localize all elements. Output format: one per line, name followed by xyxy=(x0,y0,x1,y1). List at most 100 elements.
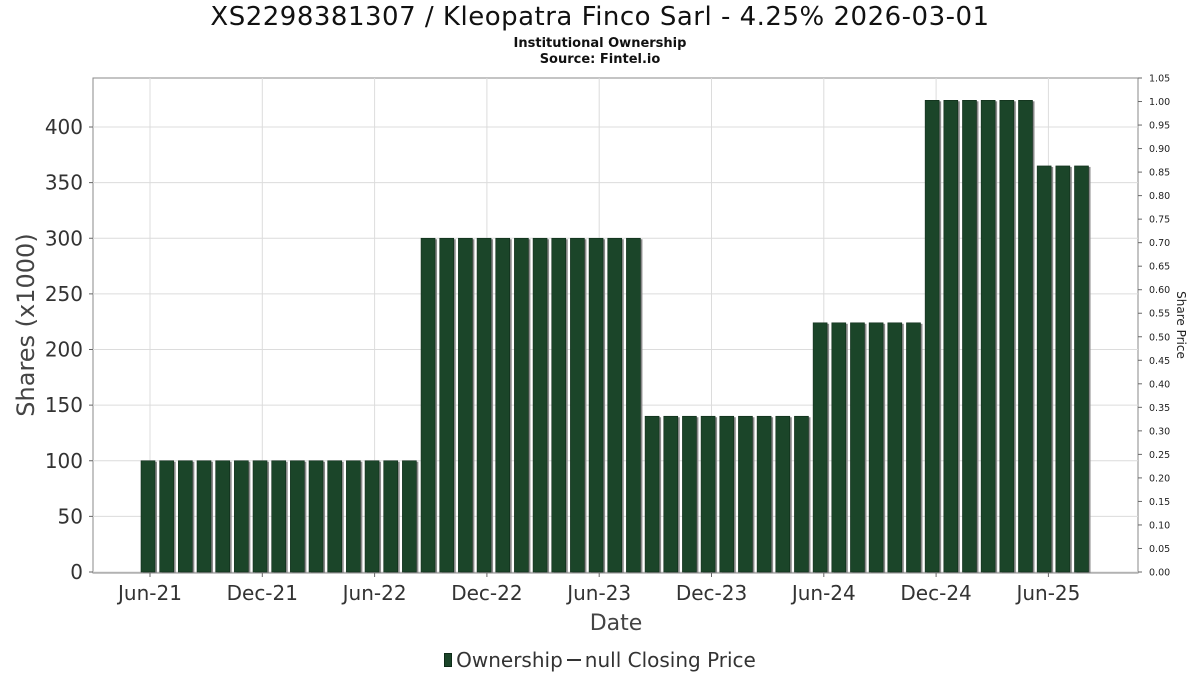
y-tick-label: 0 xyxy=(70,560,83,584)
bar-ownership xyxy=(458,237,473,573)
bar-ownership xyxy=(532,237,548,573)
chart-legend: Ownership null Closing Price xyxy=(0,648,1200,672)
y-tick-label: 250 xyxy=(45,282,83,306)
y2-tick-label: 0.95 xyxy=(1149,121,1170,132)
x-tick-label: Jun-22 xyxy=(341,581,407,605)
bar-ownership xyxy=(943,100,959,573)
bar-ownership xyxy=(196,460,212,573)
bar-ownership xyxy=(626,237,641,573)
y2-tick-label: 1.05 xyxy=(1149,74,1170,85)
bar-ownership xyxy=(924,100,940,573)
bar-ownership xyxy=(439,237,455,573)
chart-source: Source: Fintel.io xyxy=(539,52,661,67)
y2-tick-label: 1.00 xyxy=(1149,97,1170,108)
bar-ownership xyxy=(980,100,996,573)
bar-ownership xyxy=(383,460,399,573)
bar-ownership xyxy=(719,415,735,573)
y2-tick-label: 0.05 xyxy=(1149,544,1170,555)
bar-ownership xyxy=(1074,165,1089,573)
y2-tick-label: 0.30 xyxy=(1149,426,1170,437)
bar-ownership xyxy=(868,322,884,573)
ownership-chart: 0 50 100 150 200 250 300 350 400 0.00 0.05 0.10 0.1… xyxy=(12,74,1188,637)
y2-tick-label: 0.90 xyxy=(1149,144,1170,155)
bar-ownership xyxy=(271,460,286,573)
bar-ownership xyxy=(812,322,828,573)
legend-price-label: null Closing Price xyxy=(584,648,756,672)
bar-ownership xyxy=(159,460,174,573)
bar-ownership xyxy=(831,322,847,573)
bar-ownership xyxy=(178,460,193,573)
y2-tick-label: 0.25 xyxy=(1149,450,1170,461)
bar-ownership xyxy=(644,415,660,573)
bar-ownership xyxy=(346,460,361,573)
bar-ownership xyxy=(850,322,865,573)
y2-tick-label: 0.40 xyxy=(1149,379,1170,390)
x-tick-label: Jun-24 xyxy=(790,581,856,605)
y2-tick-label: 0.60 xyxy=(1149,285,1170,296)
y2-tick-label: 0.45 xyxy=(1149,356,1170,367)
x-tick-label: Jun-21 xyxy=(116,581,182,605)
y2-tick-label: 0.00 xyxy=(1149,568,1170,579)
x-tick-label: Dec-21 xyxy=(227,581,298,605)
bar-ownership xyxy=(887,322,903,573)
y2-tick-label: 0.65 xyxy=(1149,262,1170,273)
bar-ownership xyxy=(999,100,1015,573)
y-tick-label: 400 xyxy=(45,115,83,139)
y-axis-left: 0 50 100 150 200 250 300 350 400 xyxy=(45,115,93,584)
y2-tick-label: 0.75 xyxy=(1149,215,1170,226)
bar-ownership xyxy=(290,460,305,573)
y2-tick-label: 0.55 xyxy=(1149,309,1170,320)
bar-ownership xyxy=(420,237,436,573)
bar-ownership xyxy=(551,237,567,573)
bar-ownership xyxy=(738,415,753,573)
y-tick-label: 300 xyxy=(45,226,83,250)
legend-price-line-icon xyxy=(566,658,581,661)
bar-ownership xyxy=(402,460,417,573)
y-tick-label: 100 xyxy=(45,449,83,473)
bar-ownership xyxy=(794,415,809,573)
bar-ownership xyxy=(234,460,249,573)
y2-tick-label: 0.10 xyxy=(1149,520,1170,531)
bar-ownership xyxy=(364,460,380,573)
bar-ownership xyxy=(700,415,716,573)
bar-ownership xyxy=(1036,165,1052,573)
y-tick-label: 350 xyxy=(45,171,83,195)
y-axis-label: Shares (x1000) xyxy=(12,233,40,416)
chart-subtitle: Institutional Ownership xyxy=(513,36,687,51)
y2-tick-label: 0.80 xyxy=(1149,191,1170,202)
bar-ownership xyxy=(756,415,772,573)
x-tick-label: Jun-23 xyxy=(565,581,631,605)
bar-ownership xyxy=(215,460,230,573)
bar-ownership xyxy=(607,237,623,573)
y2-axis-label: Share Price xyxy=(1174,291,1188,359)
y-tick-label: 150 xyxy=(45,393,83,417)
bar-ownership xyxy=(327,460,343,573)
x-tick-label: Dec-22 xyxy=(451,581,522,605)
bar-ownership xyxy=(252,460,268,573)
y2-tick-label: 0.20 xyxy=(1149,473,1170,484)
bar-series-ownership xyxy=(140,100,1091,574)
bar-ownership xyxy=(308,460,324,573)
bar-ownership xyxy=(514,237,529,573)
bar-ownership xyxy=(1018,100,1033,573)
bar-ownership xyxy=(775,415,791,573)
legend-ownership-label: Ownership xyxy=(456,648,563,672)
bar-ownership xyxy=(663,415,679,573)
y2-tick-label: 0.35 xyxy=(1149,403,1170,414)
bar-ownership xyxy=(495,237,511,573)
x-tick-label: Dec-23 xyxy=(676,581,747,605)
x-axis: Jun-21 Dec-21 Jun-22 Dec-22 Jun-23 Dec-23 Jun-… xyxy=(116,573,1080,605)
legend-ownership-swatch xyxy=(444,652,453,667)
chart-title: XS2298381307 / Kleopatra Finco Sarl - 4.… xyxy=(210,2,990,32)
y2-tick-label: 0.85 xyxy=(1149,168,1170,179)
y-axis-right: 0.00 0.05 0.10 0.15 0.20 0.25 0.30 0.35 0.40 0.45… xyxy=(1138,74,1170,579)
x-tick-label: Dec-24 xyxy=(900,581,971,605)
y2-tick-label: 0.15 xyxy=(1149,497,1170,508)
x-axis-label: Date xyxy=(590,611,643,636)
bar-ownership xyxy=(140,460,156,573)
bar-ownership xyxy=(1055,165,1071,573)
bar-ownership xyxy=(588,237,604,573)
bar-ownership xyxy=(962,100,977,573)
bar-ownership xyxy=(570,237,585,573)
y2-tick-label: 0.70 xyxy=(1149,238,1170,249)
